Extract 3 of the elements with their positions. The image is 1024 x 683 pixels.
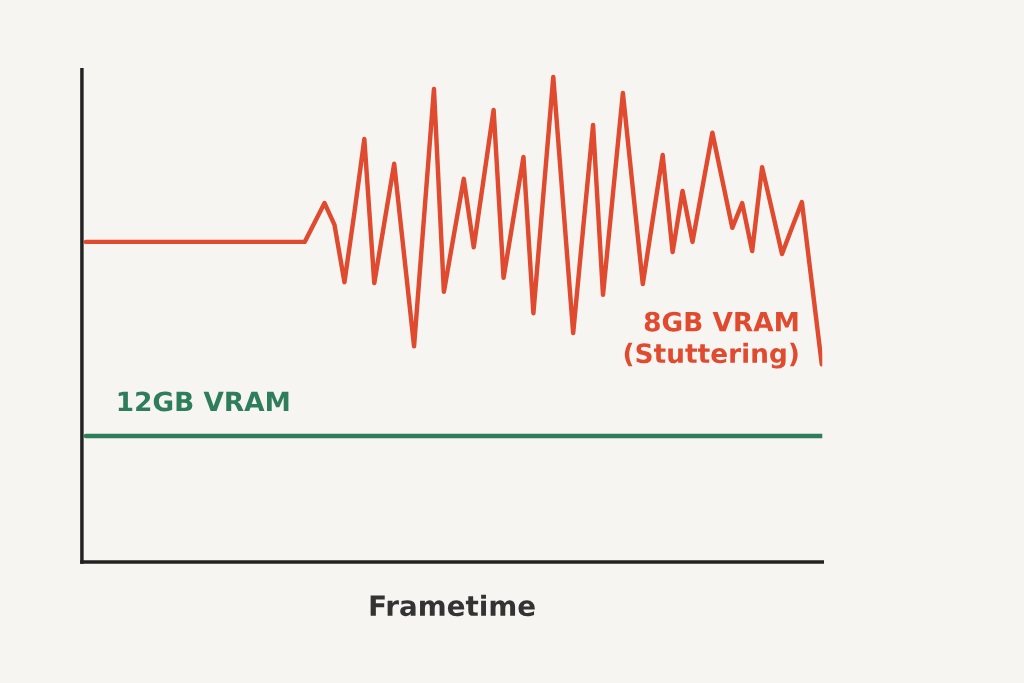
series-label: 8GB VRAM (Stuttering) [624,311,798,369]
series-label: 12GB VRAM [118,391,289,412]
x-axis-title: Frametime [370,594,535,617]
